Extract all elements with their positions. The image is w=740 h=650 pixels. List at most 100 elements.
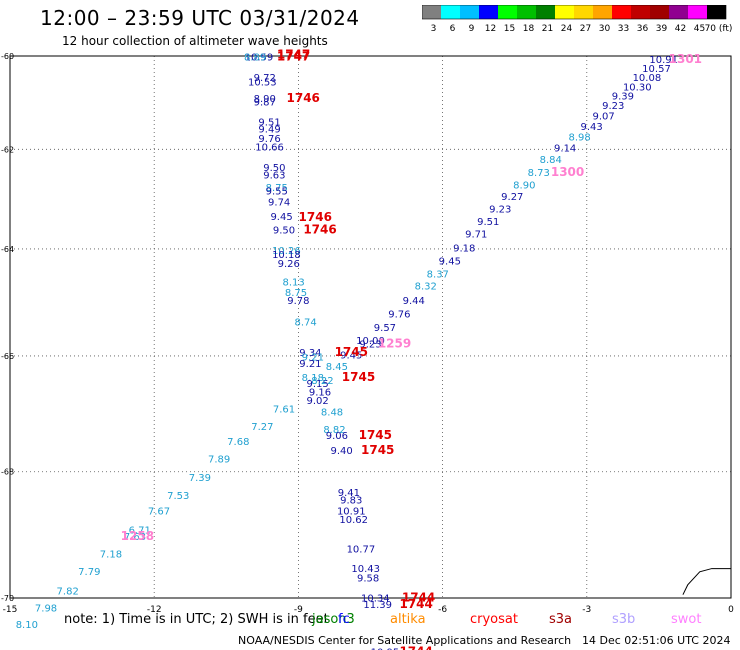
y-tick-label: -68 xyxy=(1,468,14,477)
swh-value-label: 9.21 xyxy=(302,352,324,363)
swh-value-label: 8.48 xyxy=(321,408,343,419)
swh-value-label: 7.63 xyxy=(124,532,146,543)
swh-value-label: 9.76 xyxy=(258,134,280,145)
swh-value-label: 7.82 xyxy=(57,587,79,598)
note-text: note: 1) Time is in UTC; 2) SWH is in fe… xyxy=(64,612,329,627)
graticule-grid xyxy=(9,55,732,599)
swh-value-label: 8.98 xyxy=(568,133,590,144)
pass-time-label: 1747 xyxy=(277,47,310,61)
swh-value-label: 9.23 xyxy=(359,340,381,351)
legend-swatch xyxy=(688,5,707,19)
swh-value-label: 9.23 xyxy=(489,204,511,215)
swh-value-label: 7.89 xyxy=(208,455,230,466)
coastline xyxy=(682,568,731,595)
generated-timestamp: 14 Dec 02:51:06 UTC 2024 xyxy=(582,634,731,647)
swh-value-label: 9.14 xyxy=(554,144,576,155)
legend-label: 12 xyxy=(485,24,496,33)
map-frame xyxy=(9,55,732,599)
legend-label: 27 xyxy=(580,24,591,33)
swh-value-label: 9.71 xyxy=(465,230,487,241)
pass-time-label: 1744 xyxy=(399,644,432,650)
legend-label: 36 xyxy=(637,24,649,33)
pass-time-label: 1745 xyxy=(335,345,368,359)
y-tick-label: -62 xyxy=(1,145,14,154)
legend-swatch xyxy=(669,5,688,19)
swh-value-label: 9.58 xyxy=(357,574,379,585)
axis-ticks: -15 -12 -9 -6 -3 0 -60 -62 -64 -66 -68 -70 xyxy=(1,52,734,615)
legend-swatch xyxy=(650,5,669,19)
pass-time-label: 1746 xyxy=(299,210,332,224)
swh-value-label: 9.21 xyxy=(299,359,321,370)
swh-value-label: 9.50 xyxy=(263,163,285,174)
swh-value-label: 8.22 xyxy=(311,376,333,387)
swh-value-label: 9.06 xyxy=(326,431,348,442)
legend-label: 15 xyxy=(504,24,515,33)
legend-swatch xyxy=(441,5,460,19)
swh-value-label: 10.08 xyxy=(633,73,662,84)
swh-value-label: 9.45 xyxy=(270,212,292,223)
swh-value-label: 9.83 xyxy=(340,495,362,506)
page-subtitle: 12 hour collection of altimeter wave hei… xyxy=(62,34,328,48)
x-tick-label: -3 xyxy=(582,605,591,615)
swh-value-label: 8.84 xyxy=(540,155,562,166)
swh-value-label: 9.78 xyxy=(287,296,309,307)
swh-value-label: 8.82 xyxy=(323,425,345,436)
swh-value-label: 7.79 xyxy=(78,567,100,578)
swh-value-label: 9.18 xyxy=(453,244,475,255)
y-tick-label: -66 xyxy=(1,352,14,361)
swh-value-label: 9.50 xyxy=(273,226,295,237)
sat-s3a-label: s3a xyxy=(549,612,573,627)
swh-labels: 10.598.899.7210.538.909.879.519.499.7610… xyxy=(16,47,702,650)
swh-value-label: 10.91 xyxy=(337,507,366,518)
swh-value-label: 9.55 xyxy=(266,186,288,197)
swh-value-label: 10.95 xyxy=(371,647,400,650)
swh-value-label: 11.39 xyxy=(363,600,392,611)
swh-value-label: 9.45 xyxy=(340,351,362,362)
legend-label: 42 xyxy=(675,24,686,33)
legend-swatch xyxy=(612,5,631,19)
swh-value-label: 9.63 xyxy=(263,170,285,181)
y-tick-label: -70 xyxy=(1,594,14,603)
y-tick-label: -60 xyxy=(1,52,14,61)
legend-label: 9 xyxy=(469,24,475,33)
legend-swatch xyxy=(460,5,479,19)
swh-value-label: 9.74 xyxy=(268,198,290,209)
pass-time-label: 1300 xyxy=(551,165,584,179)
swh-value-label: 9.39 xyxy=(612,92,634,103)
pass-time-label: 1745 xyxy=(361,443,394,457)
swh-value-label: 10.66 xyxy=(255,142,284,153)
swh-value-label: 8.32 xyxy=(415,282,437,293)
swh-value-label: 9.76 xyxy=(388,310,410,321)
x-tick-label: -12 xyxy=(147,605,162,615)
swh-value-label: 10.30 xyxy=(623,82,652,93)
swh-value-label: 10.77 xyxy=(347,544,376,555)
legend-swatch xyxy=(422,5,441,19)
sat-s3b-label: s3b xyxy=(612,612,636,627)
legend-swatch xyxy=(707,5,726,19)
coastline-segment xyxy=(682,568,731,595)
swh-value-label: 7.98 xyxy=(35,603,57,614)
swh-value-label: 9.34 xyxy=(299,348,321,359)
swh-value-label: 9.23 xyxy=(602,101,624,112)
swh-value-label: 6.71 xyxy=(129,525,151,536)
legend-swatch xyxy=(536,5,555,19)
pass-time-label: 1301 xyxy=(669,52,702,66)
swh-value-label: 8.89 xyxy=(244,53,266,64)
legend-swatch xyxy=(574,5,593,19)
footer-credit: NOAA/NESDIS Center for Satellite Applica… xyxy=(238,634,572,647)
swh-value-label: 10.34 xyxy=(361,593,390,604)
x-tick-label: -9 xyxy=(294,605,303,615)
sat-cryosat-label: cryosat xyxy=(470,612,518,627)
sat-jason3-label: jason3 xyxy=(312,612,355,627)
legend-swatch xyxy=(517,5,536,19)
legend-swatch xyxy=(479,5,498,19)
legend-label: 3 xyxy=(431,24,437,33)
legend-swatch xyxy=(593,5,612,19)
map-border xyxy=(9,55,732,599)
swh-value-label: 8.73 xyxy=(528,168,550,179)
swh-value-label: 8.18 xyxy=(302,373,324,384)
swh-value-label: 8.10 xyxy=(16,620,38,631)
swh-value-label: 8.75 xyxy=(266,183,288,194)
